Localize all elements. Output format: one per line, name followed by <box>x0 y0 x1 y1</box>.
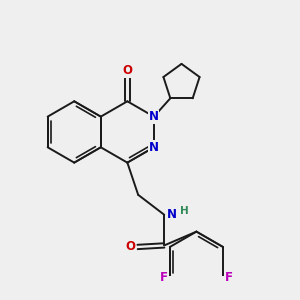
Text: O: O <box>126 241 136 254</box>
Text: N: N <box>149 141 159 154</box>
Text: F: F <box>225 271 233 284</box>
Text: N: N <box>149 110 159 123</box>
Text: F: F <box>160 271 168 284</box>
Text: O: O <box>122 64 132 77</box>
Text: N: N <box>167 208 177 221</box>
Text: H: H <box>181 206 189 216</box>
